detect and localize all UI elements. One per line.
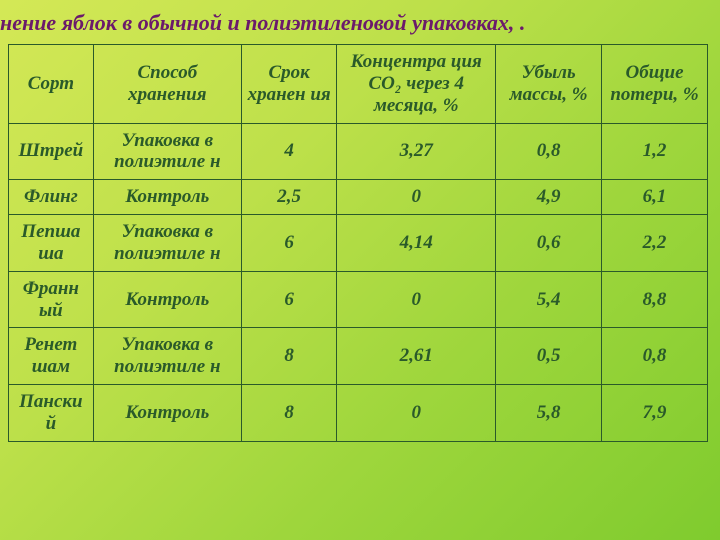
table-header-row: Сорт Способ хранения Срок хранен ия Конц… [9, 45, 708, 124]
cell-sort: Флинг [9, 180, 94, 215]
cell-period: 8 [241, 328, 336, 385]
cell-loss: 5,8 [496, 385, 602, 442]
cell-total: 7,9 [602, 385, 708, 442]
cell-co2: 4,14 [337, 215, 496, 272]
cell-loss: 4,9 [496, 180, 602, 215]
cell-method: Контроль [93, 385, 241, 442]
cell-period: 4 [241, 123, 336, 180]
cell-loss: 0,5 [496, 328, 602, 385]
cell-loss: 0,6 [496, 215, 602, 272]
cell-method: Упаковка в полиэтиле н [93, 215, 241, 272]
cell-sort: Пепша ша [9, 215, 94, 272]
table-row: Ренет шам Упаковка в полиэтиле н 8 2,61 … [9, 328, 708, 385]
cell-total: 0,8 [602, 328, 708, 385]
cell-total: 1,2 [602, 123, 708, 180]
cell-total: 8,8 [602, 271, 708, 328]
cell-period: 6 [241, 215, 336, 272]
col-total: Общие потери, % [602, 45, 708, 124]
table-body: Штрей Упаковка в полиэтиле н 4 3,27 0,8 … [9, 123, 708, 441]
cell-co2: 0 [337, 271, 496, 328]
page-title: нение яблок в обычной и полиэтиленовой у… [0, 0, 720, 44]
table-row: Штрей Упаковка в полиэтиле н 4 3,27 0,8 … [9, 123, 708, 180]
cell-method: Упаковка в полиэтиле н [93, 328, 241, 385]
cell-total: 6,1 [602, 180, 708, 215]
col-loss: Убыль массы, % [496, 45, 602, 124]
storage-table: Сорт Способ хранения Срок хранен ия Конц… [8, 44, 708, 442]
cell-co2: 0 [337, 385, 496, 442]
table-row: Пански й Контроль 8 0 5,8 7,9 [9, 385, 708, 442]
cell-sort: Пански й [9, 385, 94, 442]
table-row: Франн ый Контроль 6 0 5,4 8,8 [9, 271, 708, 328]
cell-sort: Штрей [9, 123, 94, 180]
cell-period: 2,5 [241, 180, 336, 215]
col-sort: Сорт [9, 45, 94, 124]
table-row: Пепша ша Упаковка в полиэтиле н 6 4,14 0… [9, 215, 708, 272]
cell-period: 6 [241, 271, 336, 328]
cell-period: 8 [241, 385, 336, 442]
cell-co2: 2,61 [337, 328, 496, 385]
cell-sort: Франн ый [9, 271, 94, 328]
cell-loss: 0,8 [496, 123, 602, 180]
cell-method: Контроль [93, 271, 241, 328]
cell-method: Контроль [93, 180, 241, 215]
cell-co2: 0 [337, 180, 496, 215]
col-co2: Концентра ция СО₂ через 4 месяца, % [337, 45, 496, 124]
col-period: Срок хранен ия [241, 45, 336, 124]
cell-total: 2,2 [602, 215, 708, 272]
cell-co2: 3,27 [337, 123, 496, 180]
cell-method: Упаковка в полиэтиле н [93, 123, 241, 180]
col-method: Способ хранения [93, 45, 241, 124]
cell-sort: Ренет шам [9, 328, 94, 385]
cell-loss: 5,4 [496, 271, 602, 328]
table-row: Флинг Контроль 2,5 0 4,9 6,1 [9, 180, 708, 215]
